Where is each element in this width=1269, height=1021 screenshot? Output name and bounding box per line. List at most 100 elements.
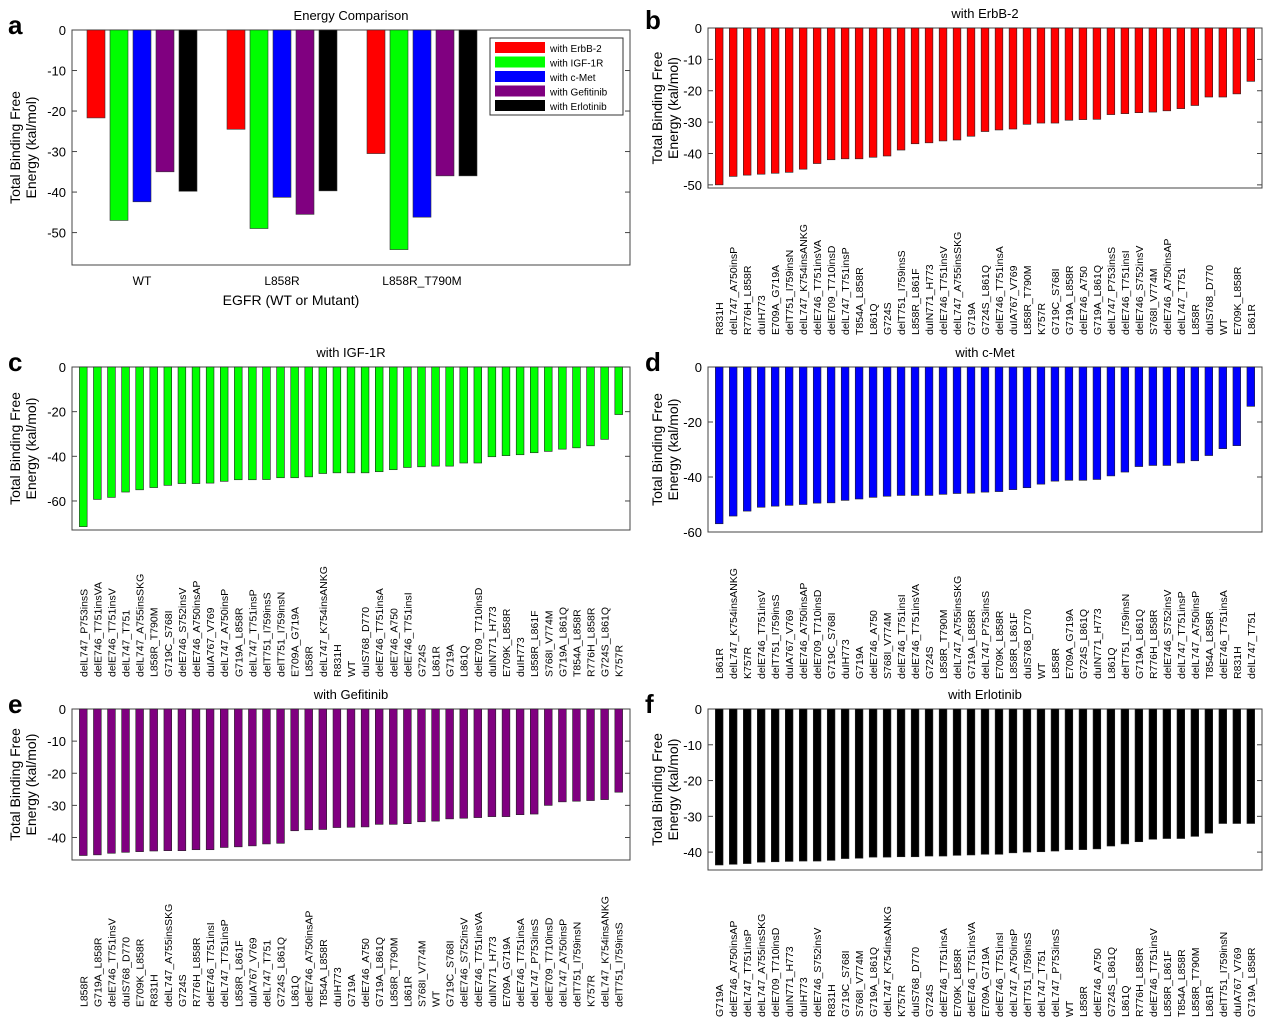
bar <box>840 366 850 501</box>
x-tick-label: delE709_T710insD <box>812 589 824 679</box>
x-tick-label: delL747_A750insP <box>1190 591 1202 679</box>
bar <box>784 366 794 506</box>
bar <box>757 27 766 175</box>
legend-label: with c-Met <box>549 73 596 84</box>
x-tick-label: L858R_L861F <box>1162 950 1174 1017</box>
bar <box>854 366 864 500</box>
y-axis-label: Total Binding FreeEnergy (kal/mol) <box>7 91 39 204</box>
bar <box>366 29 386 154</box>
x-tick-label: G719C_S768I <box>445 940 457 1007</box>
x-tick-label: delL747_P753insS <box>1106 247 1118 335</box>
bar <box>980 27 990 132</box>
x-tick-label: delL747_T751 <box>1036 950 1048 1017</box>
y-tick-label: -50 <box>47 226 66 241</box>
x-tick-label: L858R <box>1078 986 1090 1017</box>
bar <box>868 366 878 498</box>
bar <box>1120 366 1130 473</box>
bar <box>1176 366 1186 464</box>
x-tick-label: delE709_T710insD <box>543 917 555 1007</box>
x-tick-label: delL747_T751insP <box>1176 591 1188 679</box>
bar <box>177 366 187 484</box>
x-tick-label: K757R <box>896 984 908 1017</box>
x-tick-label: S768I_V774M <box>882 612 894 679</box>
x-tick-label: K757R <box>742 646 754 679</box>
y-axis-label-line: Energy (kal/mol) <box>23 398 39 500</box>
x-tick-label: G719A_L861Q <box>374 937 386 1007</box>
y-tick-label: -30 <box>47 798 66 813</box>
x-tick-label: T854A_L858R <box>854 267 866 335</box>
bar <box>318 29 338 192</box>
legend-label: with Gefitinib <box>549 88 608 99</box>
x-tick-label: E709K_L858R <box>135 938 147 1007</box>
x-tick-label: G724S <box>882 302 894 335</box>
y-tick-label: 0 <box>59 23 66 38</box>
x-tick-label: delL747_P753insS <box>980 591 992 679</box>
bar <box>272 29 292 198</box>
bar <box>924 27 934 144</box>
bar <box>1148 708 1158 840</box>
x-tick-label: G719A_L858R <box>966 609 978 679</box>
bar <box>1050 27 1060 124</box>
bar <box>1218 366 1227 449</box>
bar <box>1064 366 1074 481</box>
bar <box>910 708 920 858</box>
x-tick-label: T854A_L858R <box>571 609 583 677</box>
x-tick-label: delE746_T751insV <box>756 590 768 679</box>
x-tick-label: R776H_L858R <box>191 937 203 1007</box>
bar <box>1106 27 1116 115</box>
x-tick-label: duIN771_H773 <box>487 606 499 677</box>
panel-label: c <box>8 347 22 377</box>
bar <box>952 27 962 141</box>
x-tick-label: R776H_L858R <box>1148 609 1160 679</box>
y-axis-label-line: Total Binding Free <box>7 728 23 841</box>
bar <box>1246 366 1255 407</box>
x-tick-label: duIS768_D770 <box>121 937 133 1007</box>
y-tick-label: -60 <box>683 525 702 540</box>
bar <box>771 366 780 507</box>
bar <box>1036 366 1046 485</box>
legend-swatch <box>495 42 545 53</box>
bar <box>924 366 934 496</box>
bar <box>784 708 794 862</box>
bar <box>812 27 822 164</box>
x-tick-label: delE746_T751insI <box>402 592 414 677</box>
x-tick-label: delL747_K754insANKG <box>600 896 612 1007</box>
chart-title: with c-Met <box>954 345 1015 360</box>
bar <box>360 366 370 474</box>
x-tick-label: delE746_T751insV <box>106 918 118 1007</box>
y-tick-label: -40 <box>683 470 702 485</box>
x-tick-label: G719A <box>445 644 457 677</box>
bar <box>868 27 878 158</box>
x-tick-label: delL747_T751 <box>261 940 273 1007</box>
bar <box>1204 366 1213 456</box>
x-tick-label: G719A_L858R <box>1246 947 1258 1017</box>
panel-e: e with Gefitinib 0 -10 -20 -30 -40 Total Bindin… <box>7 687 631 1007</box>
bar <box>882 708 892 858</box>
bar <box>107 708 116 854</box>
y-tick-label: 0 <box>59 360 66 375</box>
bar <box>487 366 497 458</box>
bar <box>812 708 822 862</box>
bar <box>966 27 976 137</box>
y-axis-label: Total Binding FreeEnergy (kal/mol) <box>649 393 681 506</box>
x-tick-label: delL747_A750insP <box>728 247 740 335</box>
bar <box>360 708 370 828</box>
x-tick-label: G719A_L861Q <box>868 947 880 1017</box>
bar <box>375 708 384 825</box>
x-tick-label: delT751_I759insN <box>784 250 796 335</box>
bar <box>458 29 478 177</box>
x-tick-label: delE746_A750 <box>388 608 400 677</box>
bar <box>1092 366 1102 480</box>
x-tick-label: delE746_T751insI <box>896 594 908 679</box>
bar <box>318 708 327 830</box>
x-tick-label: duIN771_H773 <box>784 946 796 1017</box>
bar <box>332 366 342 474</box>
x-tick-label: duIN771_H773 <box>924 264 936 335</box>
bar <box>155 29 175 173</box>
bar <box>459 366 468 464</box>
bar <box>938 27 948 142</box>
bar <box>1246 708 1255 824</box>
bar <box>346 366 356 474</box>
x-tick-label: delE746_T751insV <box>1148 928 1160 1017</box>
